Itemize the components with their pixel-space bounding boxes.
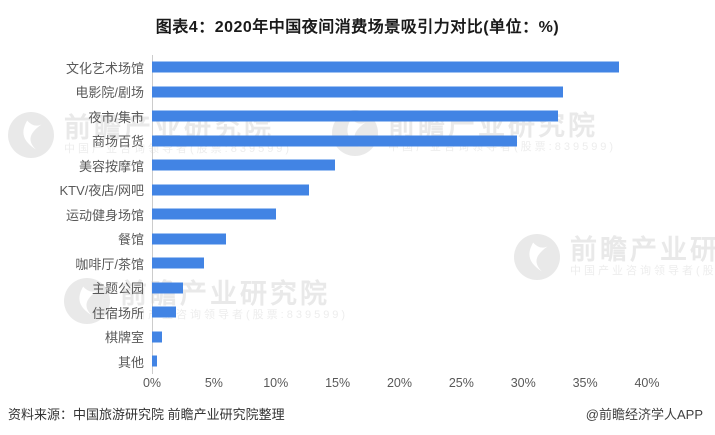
bar-5 (152, 184, 310, 196)
bar-12 (152, 355, 157, 367)
page-title: 图表4：2020年中国夜间消费场景吸引力对比(单位：%) (155, 19, 560, 36)
x-axis-tick-label: 15% (325, 376, 351, 390)
bar-row: 其他 (0, 349, 715, 374)
bar-chart: 文化艺术场馆电影院/剧场夜市/集市商场百货美容按摩馆 KTV/夜店/网吧 运动健身场… (0, 55, 715, 374)
credit-text: @前瞻经济学人APP (585, 407, 703, 422)
bar-track (152, 300, 715, 325)
category-label: 餐馆 (117, 232, 144, 248)
category-label: 其他 (117, 354, 144, 370)
bar-row: 餐馆 (0, 227, 715, 252)
bar-10 (152, 306, 176, 318)
bar-track (152, 104, 715, 129)
x-axis-tick-label: 5% (204, 376, 223, 390)
bar-row: KTV/夜店/网吧 (0, 178, 715, 203)
x-axis-tick-label: 25% (448, 376, 474, 390)
bar-track (152, 129, 715, 154)
bar-3 (152, 135, 518, 147)
bar-row: 商场百货 (0, 129, 715, 154)
bar-track (152, 349, 715, 374)
x-axis-tick-label: 40% (634, 376, 660, 390)
category-label: 夜市/集市 (88, 109, 144, 125)
x-axis: 0% 5% 10% 15% 20% 25% 30% 35% 40% (0, 376, 715, 392)
category-label: 电影院/剧场 (75, 85, 144, 101)
category-label: 棋牌室 (104, 330, 144, 346)
bar-7 (152, 233, 227, 245)
bar-row: 咖啡厅/茶馆 (0, 251, 715, 276)
bar-row: 主题公园 (0, 276, 715, 301)
category-label: 商场百货 (91, 134, 144, 150)
source-text: 资料来源：中国旅游研究院 前瞻产业研究院整理 (8, 407, 285, 422)
category-label: 运动健身场馆 (65, 207, 144, 223)
bar-track (152, 153, 715, 178)
bar-1 (152, 86, 563, 98)
bar-row: 住宿场所 (0, 300, 715, 325)
bar-row: 棋牌室 (0, 325, 715, 350)
bar-8 (152, 257, 204, 269)
category-label: 美容按摩馆 (78, 158, 144, 174)
category-label: 文化艺术场馆 (65, 60, 144, 76)
bar-track (152, 202, 715, 227)
category-label: 主题公园 (91, 281, 144, 297)
bar-track (152, 55, 715, 80)
bar-row: 夜市/集市 (0, 104, 715, 129)
bar-track (152, 276, 715, 301)
x-axis-tick-label: 0% (142, 376, 162, 390)
bar-2 (152, 110, 558, 122)
x-axis-tick-label: 10% (263, 376, 289, 390)
bar-row: 电影院/剧场 (0, 80, 715, 105)
x-axis-tick-label: 35% (572, 376, 598, 390)
bar-track (152, 227, 715, 252)
x-axis-tick-label: 30% (510, 376, 536, 390)
category-label: 住宿场所 (91, 305, 144, 321)
x-axis-tick-label: 20% (386, 376, 413, 390)
bar-track (152, 251, 715, 276)
bar-track (152, 178, 715, 203)
bar-0 (152, 61, 619, 73)
category-label: KTV/夜店/网吧 (59, 183, 144, 199)
bar-track (152, 325, 715, 350)
bar-9 (152, 282, 183, 294)
bar-row: 文化艺术场馆 (0, 55, 715, 80)
bar-11 (152, 331, 162, 343)
bar-6 (152, 208, 276, 220)
bar-row: 运动健身场馆 (0, 202, 715, 227)
category-label: 咖啡厅/茶馆 (75, 256, 144, 272)
bar-track (152, 80, 715, 105)
bar-4 (152, 159, 336, 171)
bar-row: 美容按摩馆 (0, 153, 715, 178)
